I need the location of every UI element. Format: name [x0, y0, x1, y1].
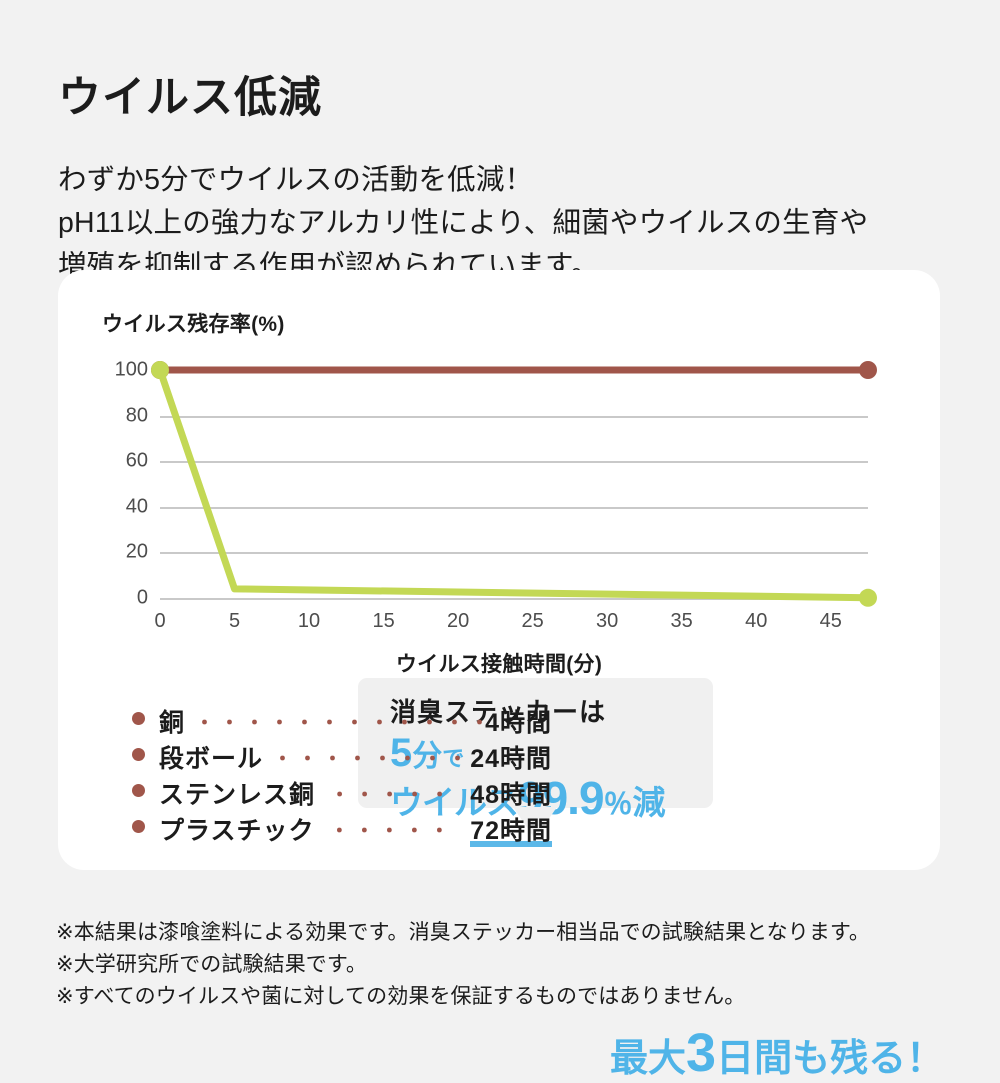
blue-note: 最大3日間も残る！	[610, 1026, 944, 1080]
blue-note-prefix: 最大	[610, 1038, 687, 1080]
y-tick-60: 60	[125, 449, 148, 472]
virus-survival-chart: ウイルス残存率(%) 100 80 60 40 20 0 0 5 10 15 20 25 3…	[58, 270, 940, 690]
footnotes: ※本結果は漆喰塗料による効果です。消臭ステッカー相当品での試験結果となります。 …	[56, 921, 871, 1008]
callout-reduce-word: 減	[632, 783, 666, 821]
callout-line-reduction: ウイルス99.9％減	[390, 775, 713, 821]
legend-value: 24時間	[470, 745, 552, 773]
x-tick-15: 15	[372, 610, 395, 632]
gridline-20	[160, 552, 868, 555]
x-tick-45: 45	[819, 610, 842, 632]
x-tick-30: 30	[596, 610, 619, 632]
legend-label: ステンレス銅	[159, 781, 316, 809]
blue-note-suffix: 日間も残る！	[716, 1038, 945, 1080]
y-tick-0: 0	[136, 586, 148, 609]
legend-value: 48時間	[470, 781, 552, 809]
y-tick-40: 40	[125, 495, 148, 518]
x-tick-35: 35	[670, 610, 693, 632]
legend-value: 4時間	[485, 709, 552, 737]
y-axis-title: ウイルス残存率(%)	[102, 313, 285, 336]
legend-leader-dots: ・・・・・・・・	[273, 749, 471, 770]
callout-minutes-unit: 分	[412, 739, 443, 773]
legend-dot-icon	[132, 712, 145, 725]
y-tick-80: 80	[125, 404, 148, 427]
x-tick-5: 5	[228, 610, 241, 632]
legend-label: 銅	[159, 709, 186, 737]
legend-list: 銅・・・・・・・・・・・・ 4時間 段ボール ・・・・・・・・ 24時間 ステンレス銅 ・・…	[132, 703, 552, 847]
series-layer	[151, 361, 877, 607]
y-axis-tick-labels: 100 80 60 40 20 0	[98, 359, 148, 609]
legend-label: プラスチック	[159, 817, 315, 845]
x-axis-title: ウイルス接触時間(分)	[395, 653, 603, 676]
plot-area	[151, 361, 877, 607]
gridline-0	[160, 598, 868, 600]
x-axis-tick-labels: 0 5 10 15 20 25 30 35 40 45	[154, 610, 868, 640]
gridline-60	[160, 461, 868, 464]
x-tick-40: 40	[745, 610, 768, 632]
legend-leader-dots: ・・・・・	[330, 785, 456, 806]
legend-row: 段ボール ・・・・・・・・ 24時間	[132, 739, 552, 775]
legend-row: プラスチック ・・・・・ 72時間	[132, 811, 552, 847]
legend-value: 72時間	[470, 811, 552, 847]
y-tick-100: 100	[114, 358, 148, 381]
intro-paragraph: わずか5分でウイルスの活動を低減！ pH11以上の強力なアルカリ性により、細菌や…	[58, 163, 869, 283]
callout-box: 消臭ステッカーは 5分で ウイルス99.9％減	[358, 678, 713, 821]
legend-row: 銅・・・・・・・・・・・・ 4時間	[132, 703, 552, 739]
series-line-1	[156, 366, 872, 602]
page-title: ウイルス低減	[58, 73, 322, 122]
callout-minutes-number: 5	[390, 730, 413, 775]
x-tick-25: 25	[521, 610, 544, 632]
callout-percent-sign: ％	[603, 788, 633, 821]
blue-note-number: 3	[686, 1023, 717, 1083]
legend-dot-icon	[132, 748, 145, 761]
gridline-40	[160, 506, 868, 509]
gridline-80	[160, 415, 868, 418]
legend-dot-icon	[132, 820, 145, 833]
callout-heading: 消臭ステッカーは	[390, 697, 607, 727]
legend-label: 段ボール	[159, 745, 264, 773]
series-marker-1-0	[151, 361, 169, 379]
series-marker-0-1	[859, 361, 877, 379]
legend-leader-dots: ・・・・・・・・・・・・	[195, 713, 486, 734]
legend-dot-icon	[132, 784, 145, 797]
y-tick-20: 20	[125, 540, 148, 563]
callout-minutes-suffix: で	[442, 745, 465, 771]
x-tick-0: 0	[154, 610, 166, 632]
x-tick-10: 10	[297, 610, 321, 632]
series-marker-1-2	[859, 588, 877, 607]
chart-card: ウイルス残存率(%) 100 80 60 40 20 0 0 5 10 15 20 25 3…	[58, 270, 944, 1080]
x-tick-20: 20	[446, 610, 470, 632]
callout-line-minutes: 5分で	[390, 733, 713, 773]
legend-leader-dots: ・・・・・	[329, 821, 455, 842]
legend-row: ステンレス銅 ・・・・・ 48時間	[132, 775, 552, 811]
